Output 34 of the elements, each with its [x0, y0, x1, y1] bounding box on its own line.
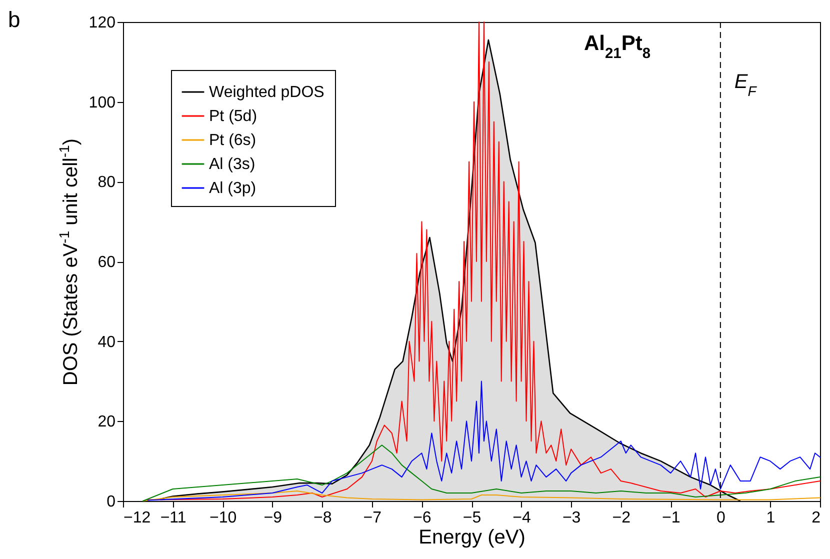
y-tick-label: 60 — [98, 254, 116, 271]
text: Al$_{21}$Pt$_{8}$ — [584, 32, 650, 62]
x-tick-label: −2 — [612, 510, 631, 526]
y-tick-label: 40 — [98, 334, 116, 351]
line-series — [142, 490, 820, 502]
legend-label: Al (3s) — [209, 156, 256, 173]
x-tick-label: 1 — [766, 510, 776, 526]
ref-line-label: E$_{F}$ — [734, 71, 758, 99]
x-tick-label: −5 — [462, 510, 482, 526]
x-tick-label: −12 — [124, 510, 151, 526]
x-tick-label: −4 — [512, 510, 532, 526]
y-tick-label: 80 — [98, 174, 116, 192]
legend-label: Pt (5d) — [209, 108, 258, 125]
x-tick-label: −7 — [363, 510, 382, 526]
x-tick-label: −3 — [562, 510, 581, 526]
legend-label: Pt (6s) — [209, 132, 256, 149]
y-tick-label: 120 — [88, 14, 116, 32]
x-tick-label: 0 — [716, 510, 726, 526]
line-series — [142, 444, 820, 502]
x-tick-label: −8 — [314, 510, 332, 526]
x-tick-label: 2 — [812, 510, 821, 526]
x-tick-label: −9 — [264, 510, 282, 526]
text: b — [8, 7, 20, 32]
y-tick-label: 20 — [98, 414, 116, 431]
x-axis-title: Energy (eV) — [418, 526, 526, 548]
x-tick-label: −1 — [662, 510, 680, 526]
legend-label: Al (3p) — [209, 180, 256, 197]
legend-label: Weighted pDOS — [209, 84, 324, 101]
x-tick-label: −11 — [160, 510, 186, 526]
x-tick-label: −10 — [210, 510, 237, 526]
x-tick-label: −6 — [413, 510, 432, 526]
y-tick-label: 100 — [88, 94, 116, 112]
line-series — [147, 380, 820, 501]
y-tick-label: 0 — [106, 494, 116, 510]
